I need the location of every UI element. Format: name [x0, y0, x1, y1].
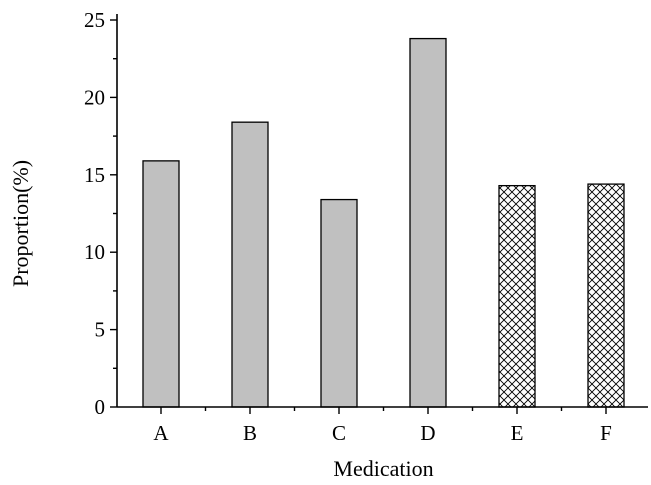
x-tick-label-b: B	[243, 421, 257, 445]
bars-layer	[142, 37, 625, 408]
bar-f	[587, 183, 625, 408]
bar-c	[320, 198, 358, 408]
bar-e	[498, 184, 536, 408]
bar-b	[231, 121, 269, 408]
bar-a	[142, 160, 180, 408]
x-tick-label-c: C	[332, 421, 346, 445]
x-tick-label-d: D	[420, 421, 435, 445]
bar-d	[409, 37, 447, 408]
y-tick-label: 5	[95, 318, 106, 342]
x-tick-label-a: A	[153, 421, 169, 445]
y-tick-label: 10	[84, 240, 105, 264]
labels-layer: 0 5 10 15 20 25 A B C D E F	[84, 8, 612, 445]
y-tick-label: 20	[84, 85, 105, 109]
axes-layer	[110, 14, 648, 414]
y-tick-label: 25	[84, 8, 105, 32]
y-tick-label: 0	[95, 395, 106, 419]
y-tick-label: 15	[84, 163, 105, 187]
x-axis-title: Medication	[333, 456, 433, 481]
y-axis-title: Proportion(%)	[8, 160, 33, 287]
x-tick-label-e: E	[511, 421, 524, 445]
x-tick-label-f: F	[600, 421, 612, 445]
